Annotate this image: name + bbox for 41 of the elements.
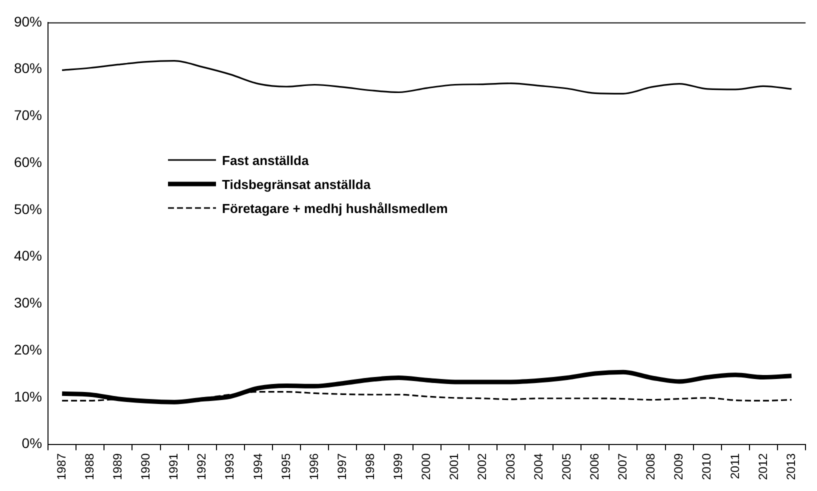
x-tick-label: 1994 <box>250 452 265 480</box>
line-series <box>61 60 792 94</box>
x-tick-label: 1993 <box>222 452 237 480</box>
legend-label: Tidsbegränsat anställda <box>222 176 371 192</box>
x-tick-label: 1996 <box>306 452 321 480</box>
x-tick-label: 1998 <box>363 452 377 480</box>
x-tick-label: 2001 <box>447 452 462 480</box>
y-tick-label: 50% <box>14 200 42 217</box>
legend-label: Företagare + medhj hushållsmedlem <box>222 200 448 216</box>
x-tick-label: 2007 <box>616 452 630 480</box>
x-tick-label: 2006 <box>587 452 602 480</box>
x-tick-label: 2012 <box>756 452 770 480</box>
x-tick-label: 1995 <box>278 452 293 480</box>
y-tick-label: 40% <box>14 248 42 264</box>
x-tick-label: 1999 <box>391 452 406 480</box>
y-tick-label: 90% <box>14 13 42 30</box>
x-tick-label: 1989 <box>110 452 124 480</box>
x-tick-label: 2013 <box>784 452 798 480</box>
y-tick-label: 60% <box>14 154 42 170</box>
x-tick-label: 2010 <box>700 452 714 480</box>
x-tick-label: 2005 <box>559 452 574 480</box>
x-tick-label: 1988 <box>82 452 96 480</box>
x-tick-label: 2004 <box>531 452 546 480</box>
y-tick-label: 80% <box>14 60 42 76</box>
x-tick-label: 2009 <box>672 452 686 480</box>
x-tick-label: 2002 <box>475 452 490 480</box>
x-tick-label: 1990 <box>138 452 153 480</box>
x-tick-label: 2000 <box>419 452 434 480</box>
legend-label: Fast anställda <box>222 152 309 168</box>
y-tick-label: 10% <box>14 388 42 404</box>
x-tick-label: 2011 <box>728 452 742 480</box>
x-tick-label: 1997 <box>334 452 349 480</box>
x-tick-label: 1992 <box>194 452 209 480</box>
y-tick-label: 70% <box>14 107 42 124</box>
x-tick-label: 2008 <box>644 452 658 480</box>
y-tick-label: 30% <box>14 294 42 311</box>
x-tick-label: 1991 <box>166 452 181 480</box>
x-tick-label: 2003 <box>503 452 518 480</box>
x-tick-label: 1987 <box>54 452 68 480</box>
y-tick-label: 0% <box>22 435 42 452</box>
y-tick-label: 20% <box>14 341 42 358</box>
